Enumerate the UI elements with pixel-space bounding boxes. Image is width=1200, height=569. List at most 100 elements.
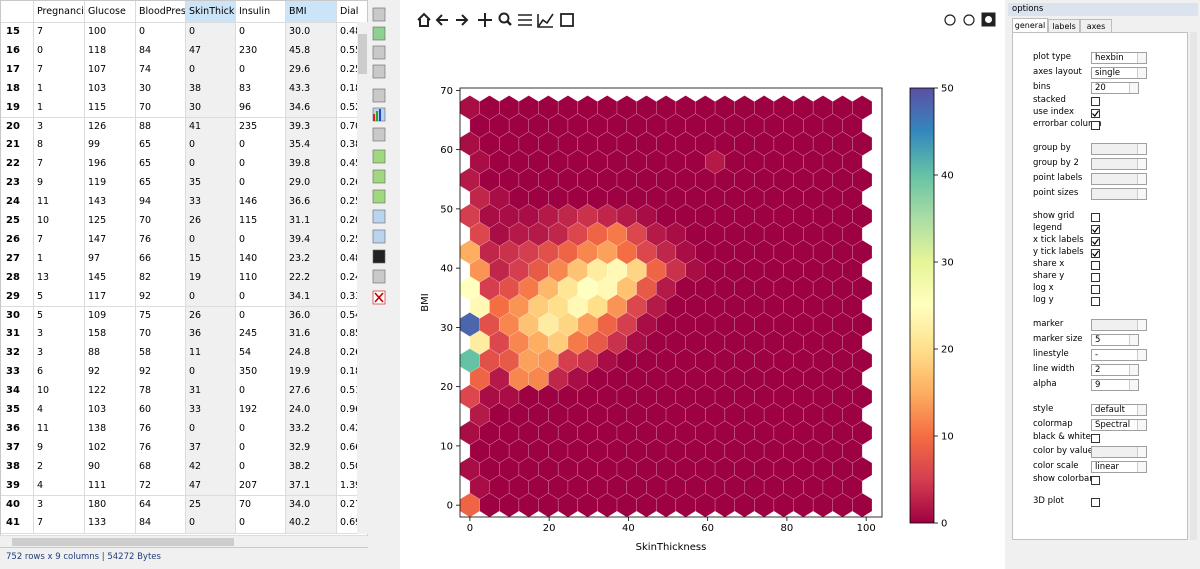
row-label[interactable]: 17 <box>1 60 34 81</box>
table-cell[interactable]: 0 <box>236 174 286 195</box>
spin-box[interactable]: 20 <box>1091 81 1139 94</box>
table-cell[interactable]: 103 <box>85 79 136 100</box>
table-cell[interactable]: 122 <box>85 382 136 402</box>
table-cell[interactable]: 19 <box>186 268 236 289</box>
row-label[interactable]: 21 <box>1 136 34 157</box>
options-scrollbar[interactable] <box>1190 32 1197 540</box>
table-cell[interactable]: 0 <box>236 230 286 251</box>
table-cell[interactable]: 84 <box>136 41 186 62</box>
table-cell[interactable]: 9 <box>34 438 85 459</box>
tool-icon[interactable] <box>372 88 386 103</box>
table-cell[interactable]: 0 <box>186 514 236 535</box>
table-cell[interactable]: 11 <box>34 193 85 213</box>
column-header[interactable]: SkinThick <box>186 1 236 23</box>
tool-icon[interactable] <box>372 209 386 224</box>
tool-icon[interactable] <box>372 45 386 60</box>
table-cell[interactable]: 92 <box>136 363 186 384</box>
tool-icon[interactable] <box>372 64 386 79</box>
table-cell[interactable]: 4 <box>34 476 85 497</box>
tool-icon[interactable] <box>372 169 386 184</box>
table-cell[interactable]: 32.9 <box>286 438 337 459</box>
row-label[interactable]: 25 <box>1 212 34 232</box>
table-cell[interactable]: 84 <box>136 514 186 535</box>
table-cell[interactable]: 119 <box>85 174 136 195</box>
table-cell[interactable]: 29.6 <box>286 60 337 81</box>
table-cell[interactable]: 70 <box>136 325 186 346</box>
row-label[interactable]: 35 <box>1 401 34 421</box>
checkbox[interactable] <box>1091 212 1100 222</box>
table-cell[interactable]: 7 <box>34 514 85 535</box>
table-cell[interactable]: 0 <box>186 155 236 176</box>
table-cell[interactable]: 147 <box>85 230 136 251</box>
table-cell[interactable]: 72 <box>136 476 186 497</box>
tab[interactable]: labels <box>1048 19 1080 32</box>
table-cell[interactable]: 70 <box>136 98 186 119</box>
table-cell[interactable]: 126 <box>85 117 136 138</box>
table-cell[interactable]: 192 <box>236 401 286 421</box>
scroll-thumb[interactable] <box>358 34 367 74</box>
table-cell[interactable]: 4 <box>34 401 85 421</box>
table-cell[interactable]: 36 <box>186 325 236 346</box>
table-cell[interactable]: 110 <box>236 268 286 289</box>
table-cell[interactable]: 92 <box>136 287 186 308</box>
table-cell[interactable]: 10 <box>34 382 85 402</box>
table-cell[interactable]: 39.3 <box>286 117 337 138</box>
table-cell[interactable]: 0 <box>236 438 286 459</box>
table-cell[interactable]: 0 <box>236 306 286 327</box>
checkbox[interactable] <box>1091 120 1100 130</box>
dropdown[interactable]: Spectral <box>1091 418 1147 431</box>
table-cell[interactable]: 23.2 <box>286 249 337 270</box>
table-cell[interactable]: 40.2 <box>286 514 337 535</box>
checkbox[interactable] <box>1091 248 1100 258</box>
table-cell[interactable]: 19.9 <box>286 363 337 384</box>
table-cell[interactable]: 0 <box>236 60 286 81</box>
table-cell[interactable]: 47 <box>186 41 236 62</box>
table-cell[interactable]: 3 <box>34 325 85 346</box>
table-cell[interactable]: 47 <box>186 476 236 497</box>
checkbox[interactable] <box>1091 497 1100 507</box>
table-cell[interactable]: 24.0 <box>286 401 337 421</box>
tool-icon[interactable] <box>372 189 386 204</box>
table-cell[interactable]: 146 <box>236 193 286 213</box>
table-cell[interactable]: 180 <box>85 495 136 516</box>
row-label[interactable]: 37 <box>1 438 34 459</box>
table-cell[interactable]: 235 <box>236 117 286 138</box>
table-cell[interactable]: 22.2 <box>286 268 337 289</box>
row-label[interactable]: 16 <box>1 41 34 62</box>
table-cell[interactable]: 35.4 <box>286 136 337 157</box>
row-label[interactable]: 34 <box>1 382 34 402</box>
checkbox[interactable] <box>1091 236 1100 246</box>
column-header[interactable]: BloodPres <box>136 1 186 23</box>
dropdown[interactable]: - <box>1091 348 1147 361</box>
table-cell[interactable]: 10 <box>34 212 85 232</box>
row-label[interactable]: 24 <box>1 193 34 213</box>
table-cell[interactable]: 88 <box>85 344 136 365</box>
tool-icon[interactable] <box>372 249 386 264</box>
row-label[interactable]: 41 <box>1 514 34 535</box>
table-cell[interactable]: 25 <box>186 495 236 516</box>
pan-button[interactable] <box>478 13 492 27</box>
row-label[interactable]: 28 <box>1 268 34 289</box>
row-label[interactable]: 18 <box>1 79 34 100</box>
table-cell[interactable]: 58 <box>136 344 186 365</box>
table-cell[interactable]: 38 <box>186 79 236 100</box>
table-cell[interactable]: 138 <box>85 419 136 440</box>
row-label[interactable]: 36 <box>1 419 34 440</box>
table-cell[interactable]: 13 <box>34 268 85 289</box>
table-cell[interactable]: 5 <box>34 306 85 327</box>
table-cell[interactable]: 207 <box>236 476 286 497</box>
table-cell[interactable]: 54 <box>236 344 286 365</box>
table-cell[interactable]: 65 <box>136 155 186 176</box>
table-cell[interactable]: 7 <box>34 155 85 176</box>
table-cell[interactable]: 83 <box>236 79 286 100</box>
column-header[interactable]: Dial <box>337 1 367 23</box>
table-cell[interactable]: 115 <box>236 212 286 232</box>
table-cell[interactable]: 37.1 <box>286 476 337 497</box>
table-cell[interactable]: 0 <box>186 287 236 308</box>
table-cell[interactable]: 0 <box>236 136 286 157</box>
column-header[interactable]: BMI <box>286 1 337 23</box>
row-label[interactable]: 40 <box>1 495 34 516</box>
table-cell[interactable]: 33 <box>186 193 236 213</box>
table-cell[interactable]: 100 <box>85 23 136 43</box>
table-cell[interactable]: 103 <box>85 401 136 421</box>
